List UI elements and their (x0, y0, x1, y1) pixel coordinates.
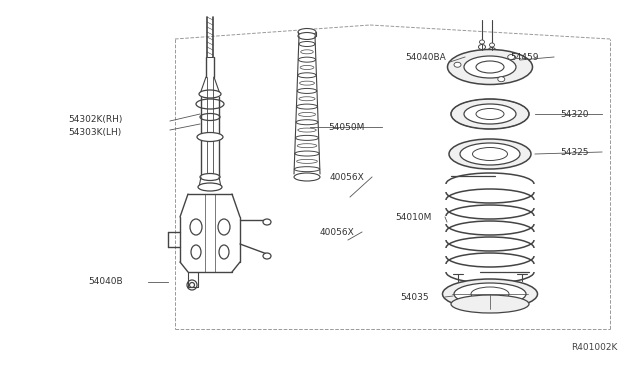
Ellipse shape (472, 148, 508, 160)
Ellipse shape (187, 280, 197, 290)
Ellipse shape (488, 48, 495, 52)
Text: 54010M: 54010M (395, 212, 431, 221)
Ellipse shape (297, 89, 317, 93)
Ellipse shape (451, 295, 529, 313)
Text: 54035: 54035 (400, 292, 429, 301)
Ellipse shape (189, 282, 195, 288)
Ellipse shape (294, 173, 320, 181)
Ellipse shape (490, 43, 495, 47)
Ellipse shape (471, 287, 509, 301)
Ellipse shape (508, 55, 515, 60)
Ellipse shape (196, 99, 224, 109)
Text: 54040BA: 54040BA (405, 52, 445, 61)
Ellipse shape (200, 113, 220, 121)
Ellipse shape (197, 132, 223, 141)
Ellipse shape (190, 219, 202, 235)
Ellipse shape (295, 151, 319, 156)
Ellipse shape (460, 143, 520, 165)
Ellipse shape (218, 219, 230, 235)
Ellipse shape (298, 29, 316, 35)
Text: 54040B: 54040B (88, 278, 123, 286)
Ellipse shape (296, 120, 318, 125)
Ellipse shape (199, 90, 221, 98)
Ellipse shape (479, 45, 486, 49)
Ellipse shape (297, 104, 317, 109)
Ellipse shape (298, 32, 316, 39)
Ellipse shape (294, 167, 320, 171)
Ellipse shape (476, 109, 504, 119)
Ellipse shape (442, 279, 538, 309)
Ellipse shape (454, 283, 526, 305)
Text: 40056X: 40056X (320, 228, 355, 237)
Ellipse shape (454, 62, 461, 67)
Ellipse shape (298, 73, 316, 78)
Ellipse shape (200, 173, 220, 180)
Ellipse shape (263, 219, 271, 225)
Ellipse shape (296, 135, 319, 140)
Text: 54320: 54320 (560, 109, 589, 119)
Ellipse shape (299, 42, 315, 46)
Ellipse shape (198, 183, 222, 191)
Text: 40056X: 40056X (330, 173, 365, 182)
Ellipse shape (498, 77, 505, 82)
Text: 54302K(RH): 54302K(RH) (68, 115, 122, 124)
Ellipse shape (479, 40, 484, 44)
Ellipse shape (476, 61, 504, 73)
Ellipse shape (451, 99, 529, 129)
Ellipse shape (298, 57, 316, 62)
Ellipse shape (191, 245, 201, 259)
Ellipse shape (464, 104, 516, 124)
Text: 54303K(LH): 54303K(LH) (68, 128, 121, 137)
Text: R401002K: R401002K (572, 343, 618, 352)
Text: 54325: 54325 (560, 148, 589, 157)
Ellipse shape (263, 253, 271, 259)
Text: 54050M: 54050M (328, 122, 364, 131)
Text: 54459: 54459 (510, 52, 538, 61)
Ellipse shape (464, 56, 516, 78)
Ellipse shape (219, 245, 229, 259)
Ellipse shape (447, 49, 532, 84)
Ellipse shape (449, 139, 531, 169)
